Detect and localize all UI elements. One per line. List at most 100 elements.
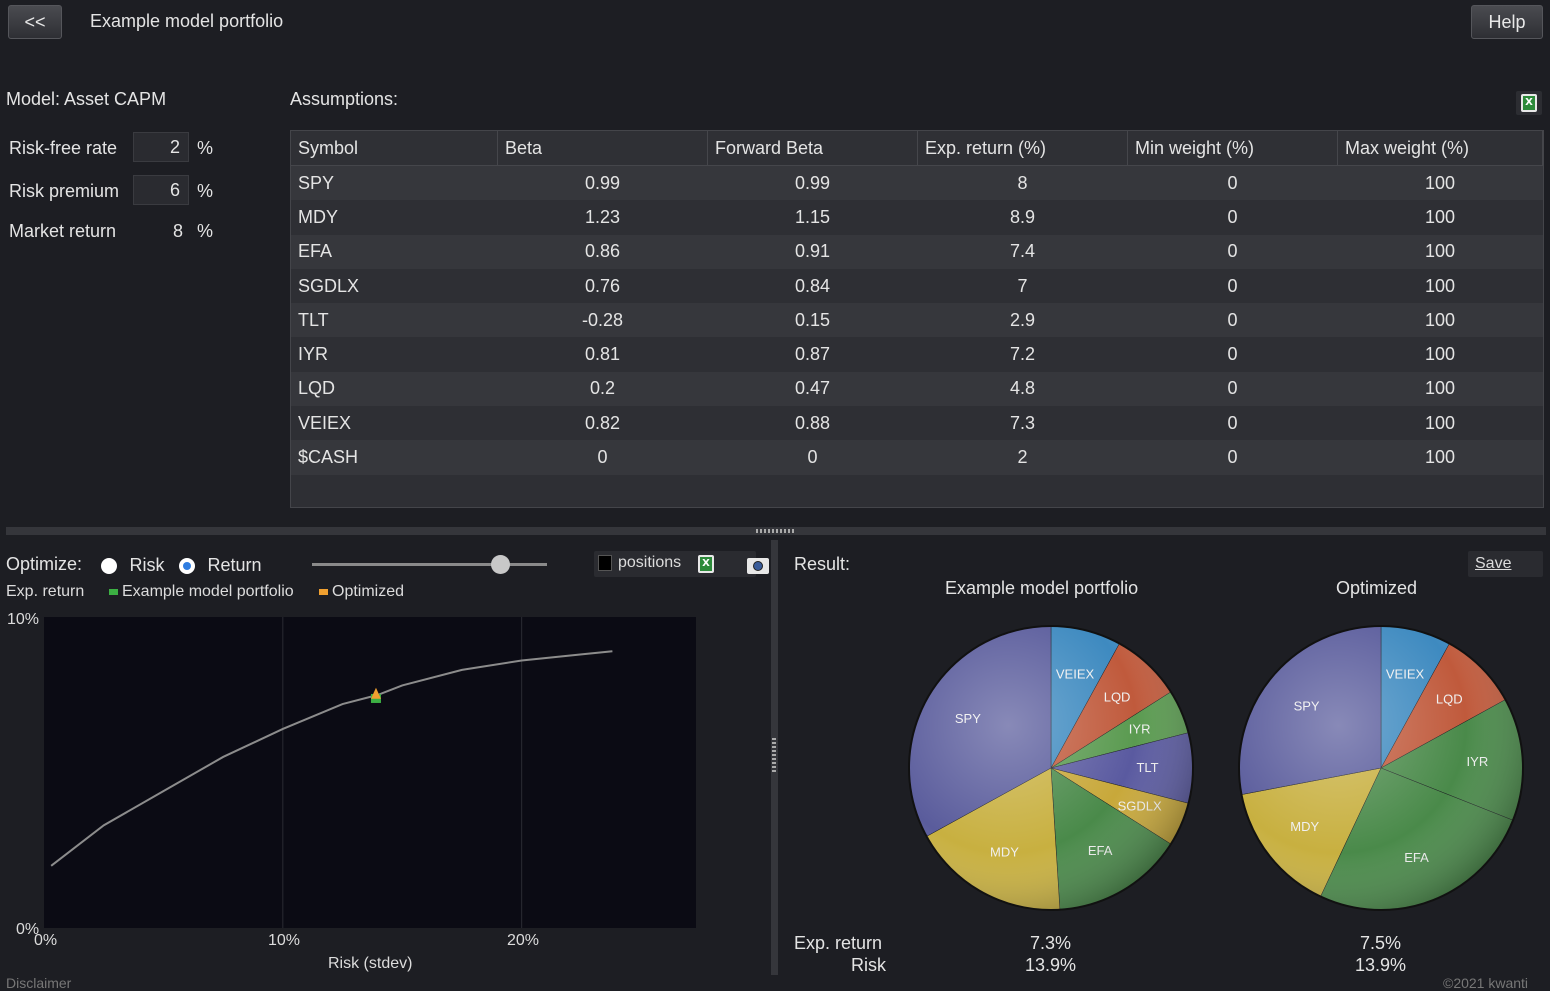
table-cell[interactable]: 0 [1127,268,1338,304]
table-cell: VEIEX [291,406,498,441]
pie-label-iyr: IYR [1129,722,1151,737]
radio-risk-icon[interactable] [101,557,117,574]
pie-label-efa: EFA [1088,843,1113,858]
table-cell: LQD [291,371,498,407]
risk-premium-input[interactable]: 6 [133,175,189,205]
table-cell: SGDLX [291,268,498,304]
col-forward-beta[interactable]: Forward Beta [707,131,918,166]
table-row[interactable]: MDY 1.23 1.15 8.9 0 100 [291,200,1543,235]
table-cell[interactable]: 0 [1127,200,1338,235]
table-cell[interactable]: 100 [1337,440,1543,475]
frontier-xlabel: Risk (stdev) [328,955,413,972]
pie-label-veiex: VEIEX [1386,666,1425,681]
table-cell[interactable]: 100 [1337,234,1543,269]
snapshot-camera-icon[interactable] [747,558,770,574]
table-cell[interactable]: 2.9 [917,303,1128,338]
optimize-label: Optimize: [6,554,83,574]
col-exp-return[interactable]: Exp. return (%) [917,131,1128,166]
table-cell[interactable]: 100 [1337,303,1543,338]
col-min-weight[interactable]: Min weight (%) [1127,131,1338,166]
table-cell: $CASH [291,440,498,475]
help-button[interactable]: Help [1471,5,1543,39]
table-cell[interactable]: 0.91 [707,234,918,269]
frontier-line [50,650,613,867]
table-cell[interactable]: 7 [917,268,1128,304]
table-cell[interactable]: 4.8 [917,371,1128,407]
table-cell[interactable]: 0 [1127,406,1338,441]
table-cell[interactable]: 0 [1127,234,1338,269]
table-row[interactable]: TLT -0.28 0.15 2.9 0 100 [291,303,1543,338]
table-row[interactable]: SGDLX 0.76 0.84 7 0 100 [291,268,1543,304]
table-cell[interactable]: 0.86 [497,234,708,269]
disclaimer-link[interactable]: Disclaimer [6,975,72,991]
table-cell[interactable]: 7.4 [917,234,1128,269]
col-max-weight[interactable]: Max weight (%) [1337,131,1543,166]
excel-icon [1521,94,1537,112]
save-link[interactable]: Save [1475,555,1512,572]
table-cell[interactable]: 100 [1337,200,1543,235]
pie-outline [908,625,1194,911]
table-cell[interactable]: 0.47 [707,371,918,407]
table-row[interactable]: IYR 0.81 0.87 7.2 0 100 [291,337,1543,372]
optimize-slider-track[interactable] [312,563,547,566]
table-cell: IYR [291,337,498,372]
table-cell[interactable]: 0 [1127,165,1338,201]
positions-square-icon [598,555,612,571]
table-cell[interactable]: 0.88 [707,406,918,441]
table-cell[interactable]: 8 [917,165,1128,201]
positions-toolbar [594,551,756,577]
exp-return-optimized: 7.5% [1360,933,1402,953]
table-cell[interactable]: 8.9 [917,200,1128,235]
table-cell[interactable]: 0.99 [497,165,708,201]
table-cell[interactable]: 0.81 [497,337,708,372]
table-row[interactable]: LQD 0.2 0.47 4.8 0 100 [291,371,1543,407]
table-cell[interactable]: 0.87 [707,337,918,372]
optimize-risk-radio[interactable]: Risk [101,555,164,576]
table-row[interactable]: SPY 0.99 0.99 8 0 100 [291,165,1543,201]
table-row[interactable]: VEIEX 0.82 0.88 7.3 0 100 [291,406,1543,441]
table-cell[interactable]: 100 [1337,165,1543,201]
table-cell[interactable]: 1.23 [497,200,708,235]
risk-free-unit: % [197,138,214,158]
table-cell[interactable]: 1.15 [707,200,918,235]
pie-label-veiex: VEIEX [1056,666,1095,681]
col-symbol[interactable]: Symbol [291,131,498,166]
table-cell[interactable]: 0.84 [707,268,918,304]
table-cell[interactable]: 100 [1337,371,1543,407]
table-cell[interactable]: 0.76 [497,268,708,304]
table-row[interactable]: $CASH 0 0 2 0 100 [291,440,1543,475]
table-cell[interactable]: 0 [1127,440,1338,475]
table-cell[interactable]: -0.28 [497,303,708,338]
table-cell[interactable]: 0 [497,440,708,475]
table-cell[interactable]: 0.2 [497,371,708,407]
back-button[interactable]: << [8,5,62,39]
market-return-value: 8 [173,221,184,241]
export-assumptions-button[interactable] [1516,91,1542,115]
table-cell[interactable]: 0.15 [707,303,918,338]
risk-example: 13.9% [1025,955,1077,975]
assumptions-table-container: Symbol Beta Forward Beta Exp. return (%)… [290,130,1544,508]
risk-free-rate-input[interactable]: 2 [133,132,189,162]
assumptions-table: Symbol Beta Forward Beta Exp. return (%)… [291,131,1543,507]
optimize-return-radio[interactable]: Return [179,555,261,576]
table-cell[interactable]: 100 [1337,268,1543,304]
table-cell[interactable]: 100 [1337,406,1543,441]
table-cell[interactable]: 0.99 [707,165,918,201]
table-cell[interactable]: 7.3 [917,406,1128,441]
legend-example-label: Example model portfolio [122,583,294,600]
export-positions-excel-icon[interactable] [698,555,714,573]
table-row[interactable]: EFA 0.86 0.91 7.4 0 100 [291,234,1543,269]
table-cell[interactable]: 0 [707,440,918,475]
radio-return-icon[interactable] [179,557,195,574]
positions-button[interactable]: positions [598,554,681,572]
col-beta[interactable]: Beta [497,131,708,166]
table-cell[interactable]: 0 [1127,371,1338,407]
table-cell[interactable]: 100 [1337,337,1543,372]
table-cell[interactable]: 0 [1127,337,1338,372]
table-cell[interactable]: 0.82 [497,406,708,441]
optimize-slider-handle[interactable] [491,555,510,574]
table-cell[interactable]: 7.2 [917,337,1128,372]
table-cell[interactable]: 2 [917,440,1128,475]
y-tick-bottom: 0% [16,921,40,938]
table-cell[interactable]: 0 [1127,303,1338,338]
